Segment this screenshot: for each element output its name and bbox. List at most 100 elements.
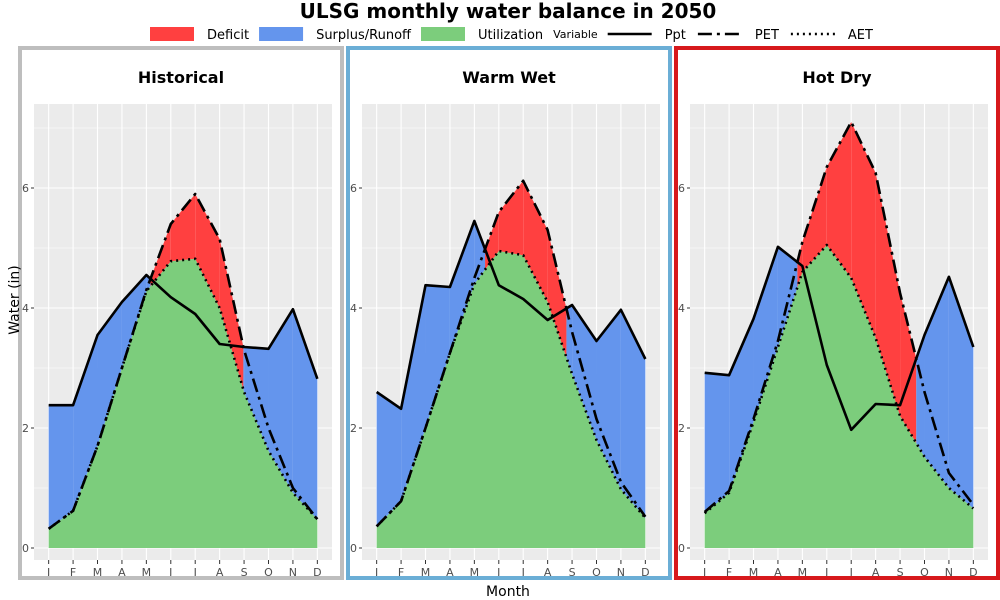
deficit-area bbox=[523, 180, 548, 302]
panel-warm-wet: Warm Wet 0 2 4 6 J F M A M J J A S O N D bbox=[346, 46, 672, 580]
x-tick-label: F bbox=[398, 566, 404, 579]
deficit-area bbox=[900, 293, 917, 444]
x-tick-label: M bbox=[470, 566, 480, 579]
x-tick-label: A bbox=[446, 566, 454, 579]
series-line-ppt bbox=[375, 219, 647, 411]
surplus-area bbox=[401, 285, 426, 502]
x-tick-label: J bbox=[702, 566, 706, 579]
panel-border bbox=[346, 46, 672, 580]
panel-border bbox=[674, 46, 1000, 580]
deficit-area bbox=[170, 194, 196, 262]
panels: Historical 0 2 4 6 J F M A M J J A S O N D Warm Wet 0 2 4 6 J F… bbox=[18, 46, 1000, 580]
surplus-area bbox=[753, 246, 778, 422]
surplus-area bbox=[376, 392, 402, 527]
x-tick-label: N bbox=[945, 566, 953, 579]
x-tick-label: O bbox=[592, 566, 601, 579]
x-axis-title: Month bbox=[486, 584, 530, 600]
x-tick-label: J bbox=[374, 566, 378, 579]
x-tick-label: D bbox=[969, 566, 977, 579]
x-tick-label: J bbox=[849, 566, 853, 579]
y-tick-label: 6 bbox=[22, 182, 29, 195]
series-line-ppt bbox=[48, 273, 319, 407]
series-line-ppt bbox=[704, 245, 975, 432]
surplus-area bbox=[572, 305, 597, 440]
surplus-area bbox=[48, 405, 74, 529]
panel-title: Hot Dry bbox=[802, 68, 872, 87]
y-tick-label: 6 bbox=[350, 182, 357, 195]
panel-border bbox=[18, 46, 344, 580]
surplus-area bbox=[425, 285, 450, 428]
x-tick-label: A bbox=[872, 566, 880, 579]
x-tick-label: D bbox=[313, 566, 321, 579]
x-tick-label: O bbox=[920, 566, 929, 579]
chart-title: ULSG monthly water balance in 2050 bbox=[300, 0, 717, 23]
surplus-area bbox=[243, 346, 245, 392]
x-tick-label: J bbox=[824, 566, 828, 579]
legend-swatch-deficit bbox=[150, 27, 194, 41]
legend-label: Deficit bbox=[207, 28, 249, 43]
panel-title: Historical bbox=[138, 68, 224, 87]
panel-title: Warm Wet bbox=[462, 68, 556, 87]
surplus-area bbox=[596, 309, 621, 490]
surplus-area bbox=[924, 276, 949, 488]
legend-swatch-surplus-runoff bbox=[259, 27, 304, 41]
x-tick-label: S bbox=[897, 566, 904, 579]
legend: Deficit Surplus/Runoff Utilization Variable… bbox=[150, 27, 873, 43]
deficit-area bbox=[195, 194, 220, 308]
legend-label: Utilization bbox=[478, 28, 543, 43]
x-tick-label: M bbox=[749, 566, 759, 579]
x-tick-label: J bbox=[46, 566, 50, 579]
x-tick-label: M bbox=[798, 566, 808, 579]
panel-hot-dry: Hot Dry 0 2 4 6 J F M A M J J A S O N D bbox=[674, 46, 1000, 580]
deficit-area bbox=[219, 239, 244, 390]
utilization-area bbox=[48, 258, 318, 548]
y-tick-label: 4 bbox=[350, 302, 357, 315]
series-line-aet bbox=[47, 257, 319, 530]
x-tick-label: M bbox=[142, 566, 152, 579]
x-tick-label: F bbox=[70, 566, 76, 579]
deficit-area bbox=[498, 180, 524, 256]
y-tick-label: 0 bbox=[22, 542, 29, 555]
x-tick-label: F bbox=[726, 566, 732, 579]
x-tick-label: S bbox=[569, 566, 576, 579]
x-tick-label: D bbox=[641, 566, 649, 579]
y-tick-label: 2 bbox=[678, 422, 685, 435]
surplus-area bbox=[449, 221, 475, 353]
surplus-area bbox=[704, 372, 730, 514]
legend-label: AET bbox=[848, 28, 873, 43]
y-tick-label: 2 bbox=[350, 422, 357, 435]
y-tick-label: 4 bbox=[22, 302, 29, 315]
x-tick-label: M bbox=[93, 566, 103, 579]
surplus-area bbox=[73, 335, 98, 511]
series-line-pet bbox=[47, 192, 319, 530]
y-tick-label: 6 bbox=[678, 182, 685, 195]
deficit-area bbox=[826, 122, 852, 278]
surplus-area bbox=[620, 309, 646, 518]
panel-historical: Historical 0 2 4 6 J F M A M J J A S O N D bbox=[18, 46, 344, 580]
deficit-area bbox=[547, 230, 567, 358]
x-tick-label: J bbox=[496, 566, 500, 579]
x-tick-label: N bbox=[289, 566, 297, 579]
x-tick-label: A bbox=[216, 566, 224, 579]
legend-label: PET bbox=[755, 28, 779, 43]
x-tick-label: O bbox=[264, 566, 273, 579]
deficit-area bbox=[875, 173, 901, 416]
legend-variable-title: Variable bbox=[553, 28, 598, 41]
y-axis-title: Water (in) bbox=[7, 265, 23, 335]
deficit-area bbox=[851, 122, 876, 338]
series-line-pet bbox=[375, 179, 647, 528]
utilization-area bbox=[376, 251, 646, 548]
legend-label: Surplus/Runoff bbox=[316, 28, 412, 43]
surplus-area bbox=[97, 302, 122, 446]
x-tick-label: A bbox=[544, 566, 552, 579]
surplus-area bbox=[268, 309, 293, 493]
y-tick-label: 0 bbox=[678, 542, 685, 555]
surplus-area bbox=[566, 305, 573, 374]
x-tick-label: J bbox=[521, 566, 525, 579]
y-tick-label: 4 bbox=[678, 302, 685, 315]
y-tick-label: 0 bbox=[350, 542, 357, 555]
y-tick-label: 2 bbox=[22, 422, 29, 435]
legend-swatch-utilization bbox=[421, 27, 465, 41]
x-tick-label: A bbox=[118, 566, 126, 579]
